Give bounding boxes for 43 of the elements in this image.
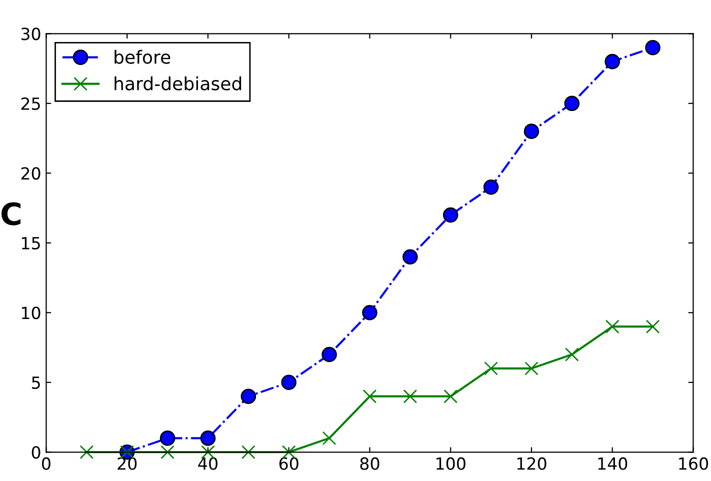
x-tick-label: 100 <box>436 457 466 470</box>
point <box>362 389 377 404</box>
point <box>524 362 538 376</box>
point <box>160 445 174 460</box>
point <box>80 445 94 460</box>
point <box>484 362 498 376</box>
y-tick-label: 25 <box>21 97 40 110</box>
x-tick-label: 160 <box>679 457 708 470</box>
point <box>200 430 216 446</box>
x-tick-label: 60 <box>279 457 298 470</box>
point <box>281 374 296 390</box>
legend-label: before <box>114 50 170 64</box>
x-tick-label: 0 <box>42 457 50 470</box>
point <box>402 249 418 264</box>
x-tick-label: 80 <box>360 457 380 470</box>
point <box>444 389 458 404</box>
text: C <box>2 202 20 226</box>
x-tick-label: 140 <box>598 457 628 470</box>
y-tick-label: 10 <box>22 306 40 320</box>
x-tick-label: 40 <box>198 457 218 470</box>
point <box>604 54 620 70</box>
point <box>362 305 378 320</box>
point <box>646 320 660 334</box>
point <box>483 179 499 195</box>
y-tick-label: 30 <box>21 28 40 40</box>
y-tick-label: 15 <box>22 237 40 250</box>
x-tick-label: 120 <box>517 457 546 470</box>
point <box>524 124 540 139</box>
point <box>322 431 336 446</box>
point <box>160 430 176 446</box>
point <box>403 389 418 404</box>
y-tick-label: 0 <box>32 446 40 459</box>
point <box>241 445 256 460</box>
point <box>645 40 660 56</box>
point <box>564 96 580 112</box>
y-tick-label: 20 <box>21 167 40 180</box>
point <box>240 388 256 404</box>
legend-label: hard-debiased <box>114 76 242 90</box>
point <box>605 320 620 334</box>
point <box>442 207 458 223</box>
point <box>564 348 579 362</box>
point <box>322 346 337 362</box>
y-tick-label: 5 <box>32 376 40 389</box>
